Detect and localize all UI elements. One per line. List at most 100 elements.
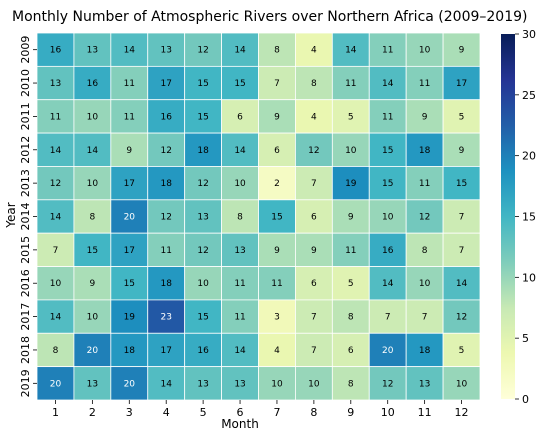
heatmap-cell [73,366,112,401]
heatmap-cell [147,299,186,334]
cell-value-label: 11 [234,313,245,323]
cell-value-label: 12 [197,179,208,189]
x-tick-label: 2 [89,406,96,419]
heatmap-cell [36,232,75,267]
heatmap-cell [110,299,149,334]
y-tick-label: 2015 [19,236,32,264]
cell-value-label: 13 [87,46,98,56]
heatmap-cell [36,366,75,401]
heatmap-cell [405,299,444,334]
heatmap-cell [147,366,186,401]
heatmap-cell [331,199,370,234]
cell-value-label: 15 [197,313,208,323]
cell-value-label: 9 [126,146,132,156]
cell-value-label: 2 [274,179,280,189]
cell-value-label: 12 [419,213,430,223]
heatmap-cell [221,32,259,67]
heatmap-cell [442,199,481,234]
cell-value-label: 5 [348,279,354,289]
cell-value-label: 11 [271,279,282,289]
colorbar: 0 5 10 15 20 25 30 [501,28,536,406]
heatmap-cell [442,232,481,267]
cell-value-label: 7 [422,313,428,323]
cell-value-label: 16 [50,46,62,56]
heatmap-cell [184,266,222,301]
cell-value-label: 18 [160,179,172,189]
cell-value-label: 9 [459,146,465,156]
cell-value-label: 10 [345,146,357,156]
heatmap-cell [442,99,481,134]
heatmap-cell [73,166,112,201]
cell-value-label: 6 [348,346,354,356]
heatmap-cell [110,366,149,401]
cell-value-label: 9 [422,112,428,122]
colorbar-tick-label: 10 [522,271,536,284]
heatmap-cell [36,199,75,234]
y-tick-label: 2019 [19,369,32,397]
heatmap-cell [36,132,75,167]
cell-value-label: 12 [197,246,208,256]
heatmap-cell [405,166,444,201]
heatmap-cell [221,232,259,267]
cell-value-label: 7 [274,79,280,89]
cell-value-label: 19 [345,179,357,189]
chart-title: Monthly Number of Atmospheric Rivers ove… [12,9,527,25]
cell-value-label: 8 [237,213,243,223]
cell-value-label: 13 [50,79,61,89]
x-tick-label: 3 [126,406,133,419]
x-tick-label: 12 [455,406,469,419]
cell-value-label: 9 [274,112,280,122]
heatmap-cell [295,65,333,101]
y-tick-label: 2011 [19,102,32,130]
cell-value-label: 7 [459,246,465,256]
cell-value-label: 7 [311,179,317,189]
cell-value-label: 11 [50,112,61,122]
heatmap-cell [368,65,407,101]
heatmap-cell [331,299,370,334]
cell-value-label: 6 [237,112,243,122]
heatmap-cell [258,232,296,267]
cell-value-label: 14 [456,279,468,289]
heatmap-cell [147,99,186,134]
heatmap-cell [221,299,259,334]
heatmap-cell [73,32,112,67]
cell-value-label: 11 [234,279,245,289]
heatmap-cell [147,266,186,301]
y-tick-label: 2014 [19,203,32,231]
colorbar-tick-label: 15 [522,211,536,224]
heatmap-cell [258,266,296,301]
cell-value-label: 10 [234,179,246,189]
heatmap-cell [221,166,259,201]
cell-value-label: 7 [385,313,391,323]
cell-value-label: 14 [160,379,172,389]
cell-value-label: 11 [419,79,430,89]
cell-value-label: 15 [382,179,393,189]
y-tick-label: 2016 [19,269,32,297]
x-axis-title: Month [221,417,259,431]
heatmap-cell [110,132,149,167]
cell-value-label: 11 [382,46,393,56]
heatmap-cell [73,299,112,334]
cell-value-label: 11 [419,179,430,189]
cell-value-label: 17 [124,246,135,256]
heatmap-cell [442,366,481,401]
cell-value-label: 11 [382,112,393,122]
cell-value-label: 19 [124,313,136,323]
cell-value-label: 4 [311,112,317,122]
cell-value-label: 5 [348,112,354,122]
cell-value-label: 14 [50,146,62,156]
cell-value-label: 18 [419,346,431,356]
cell-value-label: 5 [459,112,465,122]
cell-value-label: 8 [348,379,354,389]
cell-value-label: 13 [234,379,245,389]
heatmap-cell [405,132,444,167]
heatmap-cells: 16 13 14 13 12 14 8 4 14 11 10 9 13 16 11 17 15 15 7 8 11 14 1… [36,32,481,401]
colorbar-gradient [501,34,515,399]
cell-value-label: 8 [422,246,428,256]
cell-value-label: 8 [90,213,96,223]
cell-value-label: 12 [160,146,171,156]
heatmap-cell [258,132,296,167]
cell-value-label: 18 [419,146,431,156]
x-tick-label: 8 [310,406,317,419]
